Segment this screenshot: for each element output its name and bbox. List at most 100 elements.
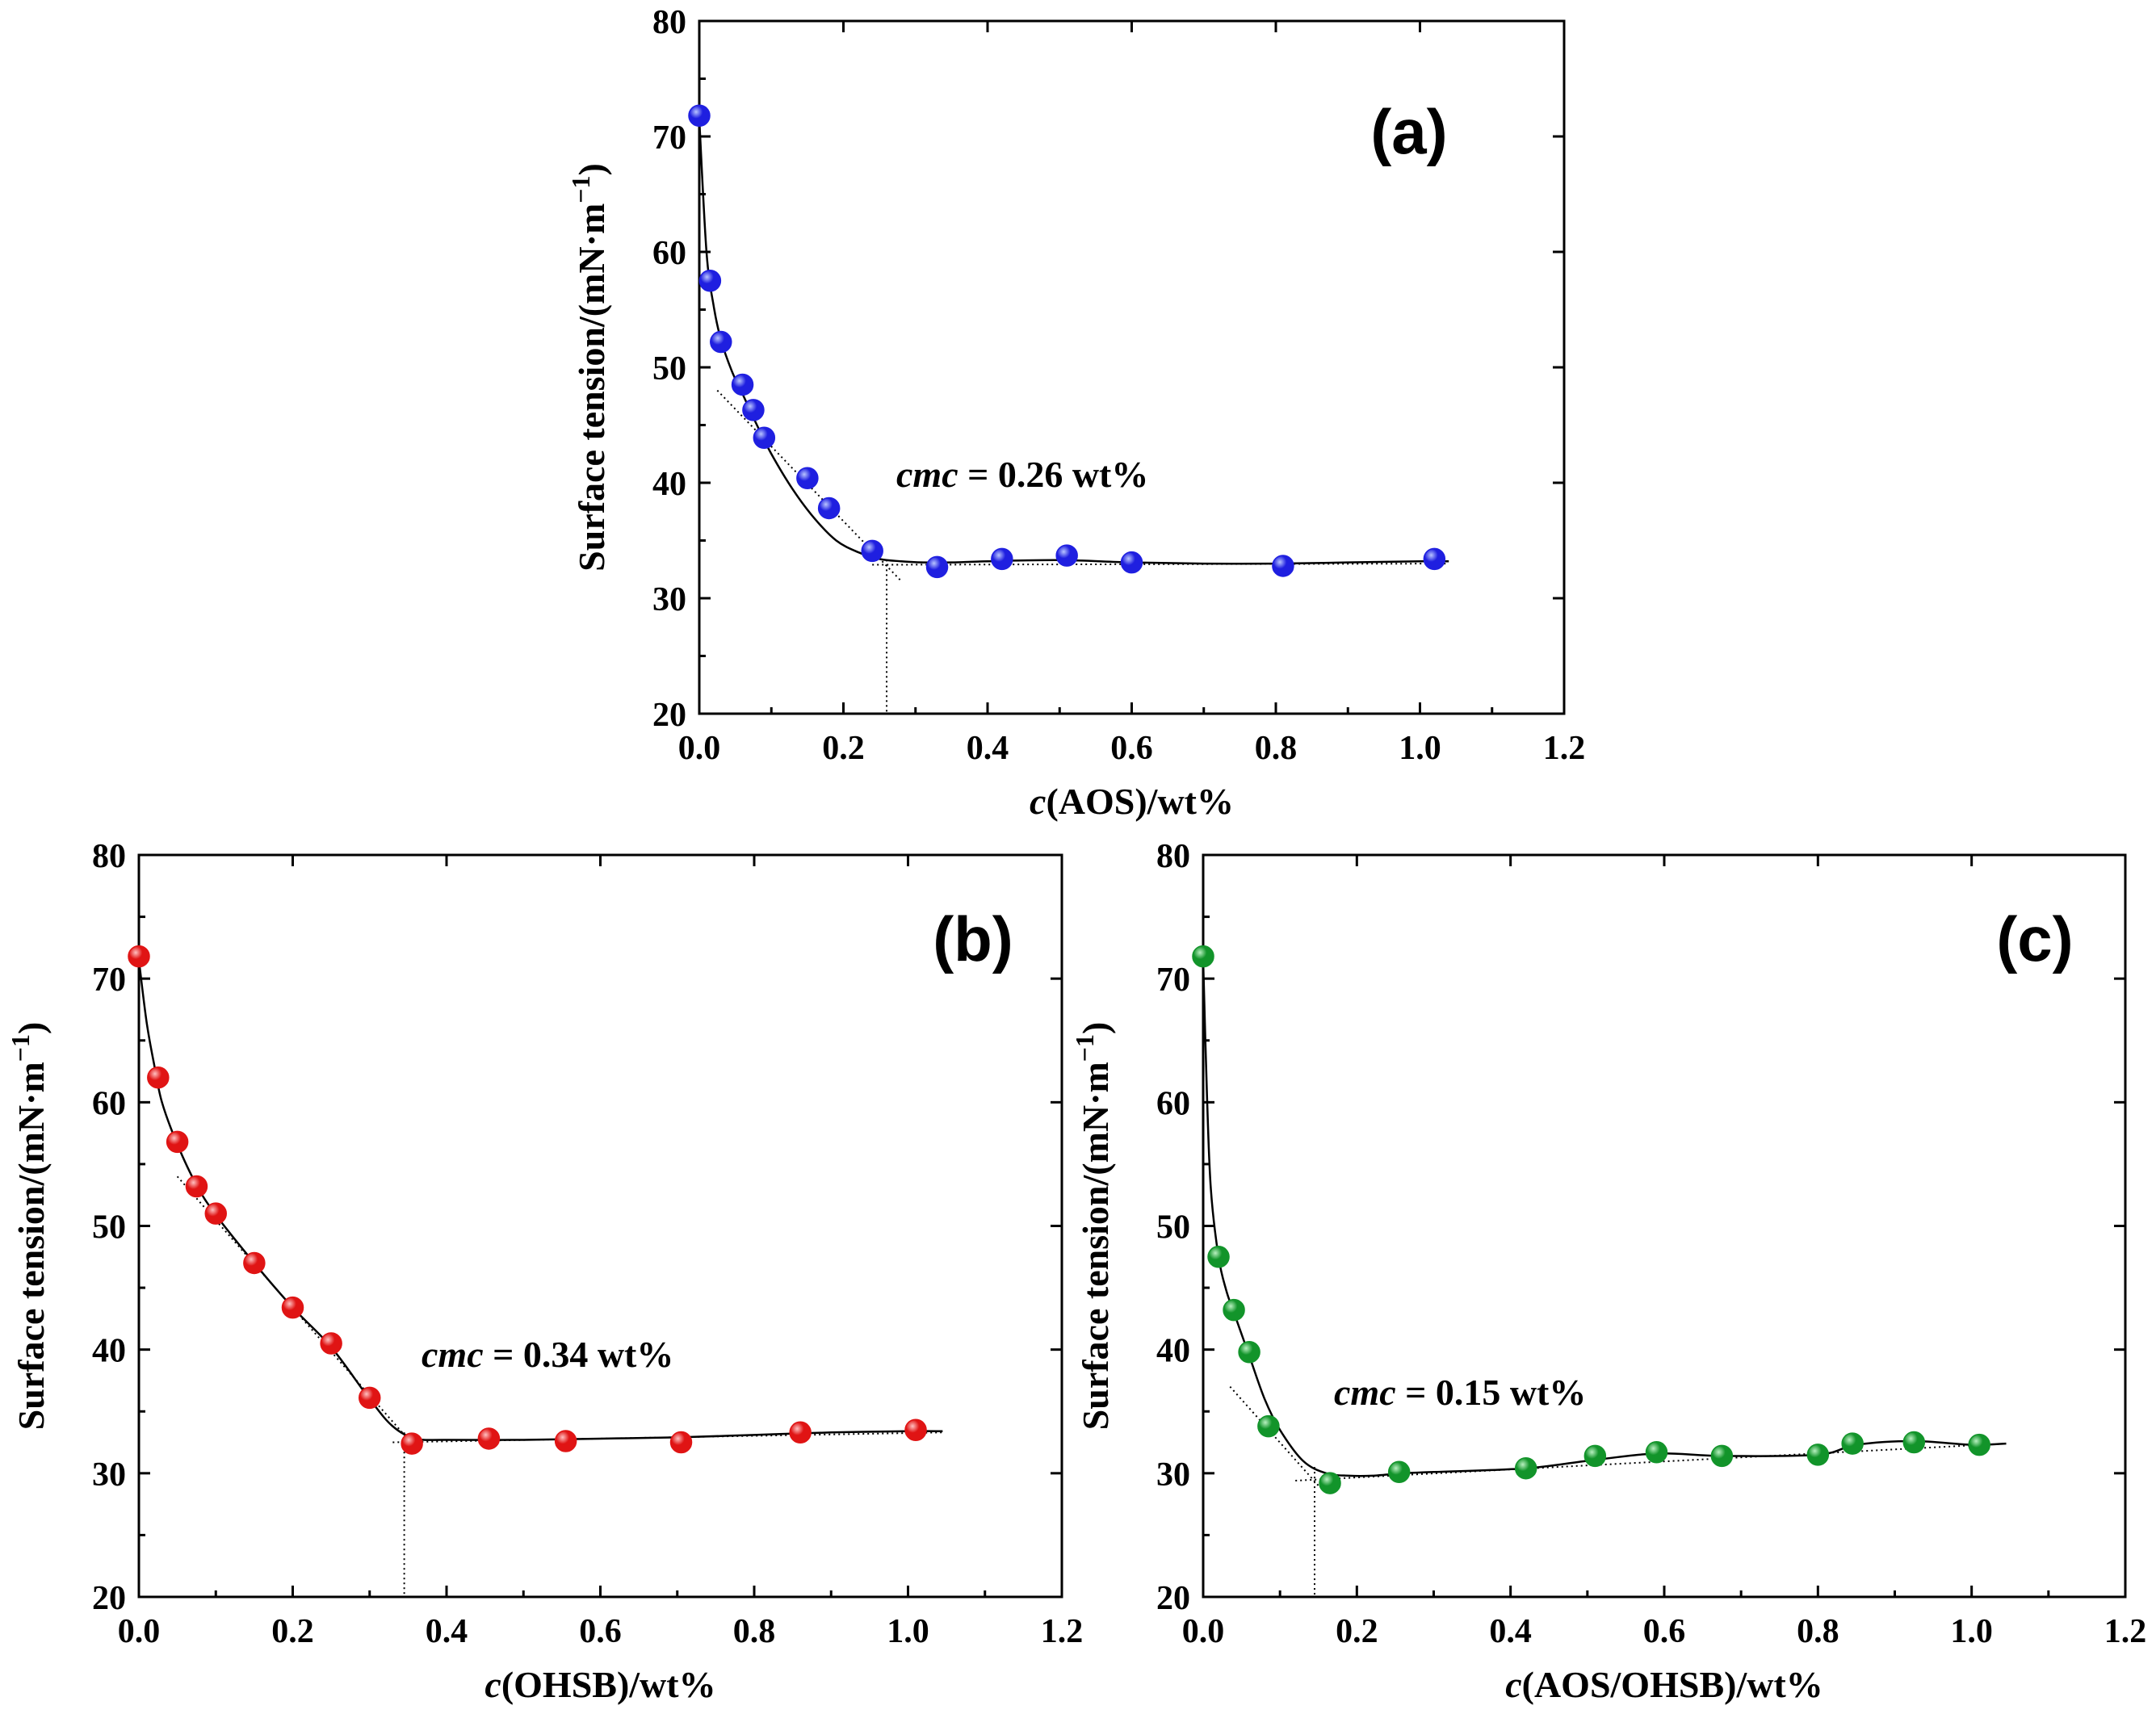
chart-c-cmc-annotation-value: = 0.15 wt%: [1396, 1372, 1587, 1413]
chart-a-y-tick-label: 20: [652, 697, 686, 734]
chart-b-x-axis-title-italic: c: [484, 1664, 501, 1705]
chart-a-data-point: [796, 467, 819, 490]
chart-c-y-tick-label: 30: [1156, 1456, 1190, 1494]
chart-b-data-point: [147, 1066, 170, 1089]
chart-b-y-tick-label: 20: [92, 1580, 126, 1617]
chart-a-y-tick-label: 30: [652, 581, 686, 618]
chart-c-x-tick-label: 1.0: [1950, 1613, 1993, 1650]
chart-b-y-axis-title-sup: −1: [6, 1034, 35, 1062]
chart-b-x-tick-label: 0.8: [733, 1613, 776, 1650]
chart-c-y-tick-label: 50: [1156, 1209, 1190, 1247]
chart-b-data-point: [281, 1296, 304, 1319]
chart-b-data-point: [669, 1431, 693, 1454]
chart-b-data-point: [477, 1427, 501, 1450]
chart-b-data-point: [204, 1202, 227, 1225]
chart-c-data-point: [1223, 1298, 1245, 1322]
chart-a-x-tick-label: 1.2: [1543, 730, 1586, 767]
chart-c-fit-curve: [1202, 960, 2007, 1477]
chart-a-data-point: [817, 497, 841, 520]
chart-c-data-point: [1192, 945, 1214, 968]
chart-c-data-point: [1841, 1432, 1864, 1455]
chart-c-data-point: [1387, 1460, 1411, 1484]
chart-b-x-tick-label: 0.2: [271, 1613, 314, 1650]
chart-b-y-axis-title-close: ): [10, 1022, 52, 1034]
chart-c-data-point: [1902, 1431, 1926, 1454]
chart-a-x-tick-label: 1.0: [1399, 730, 1441, 767]
chart-b-y-tick-label: 50: [92, 1209, 126, 1247]
chart-a-y-tick-label: 40: [652, 466, 686, 503]
chart-b-data-point: [320, 1332, 342, 1355]
chart-b-x-tick-label: 1.0: [887, 1613, 929, 1650]
chart-c-data-point: [1710, 1444, 1734, 1468]
chart-b-panel-label: (b): [933, 903, 1013, 974]
chart-a-cmc-annotation: cmc = 0.26 wt%: [896, 454, 1148, 495]
chart-c-x-tick-label: 0.4: [1489, 1613, 1532, 1650]
chart-b-y-axis-title-main: Surface tension/(mN·m: [10, 1062, 52, 1430]
chart-a-panel-label: (a): [1370, 96, 1447, 167]
chart-b-data-point: [904, 1418, 927, 1441]
chart-a-data-point: [925, 555, 949, 579]
chart-b-data-point: [243, 1251, 266, 1275]
chart-b-x-tick-label: 0.0: [118, 1613, 161, 1650]
chart-a-x-tick-label: 0.8: [1255, 730, 1298, 767]
chart-c-data-point: [1238, 1340, 1260, 1364]
chart-a-data-point: [688, 104, 711, 128]
chart-b-data-point: [554, 1430, 577, 1452]
chart-a-x-tick-label: 0.0: [678, 730, 721, 767]
chart-c-y-tick-label: 80: [1156, 838, 1190, 875]
chart-c-x-axis-title: c(AOS/OHSB)/wt%: [1505, 1664, 1823, 1705]
chart-c-plot-frame: [1202, 853, 2127, 1599]
chart-b-plot-frame: [137, 853, 1063, 1599]
chart-a-x-axis-title-rest: (AOS)/wt%: [1046, 781, 1234, 822]
chart-b-cmc-annotation-value: = 0.34 wt%: [484, 1334, 674, 1375]
chart-c-y-tick-label: 60: [1156, 1085, 1190, 1122]
chart-a-cmc-annotation-italic: cmc: [896, 454, 958, 495]
chart-b-x-axis-title-rest: (OHSB)/wt%: [501, 1664, 716, 1705]
chart-c-cmc-annotation-italic: cmc: [1334, 1372, 1396, 1413]
chart-a-y-axis-title: Surface tension/(mN·m−1): [566, 163, 612, 572]
chart-a-y-axis-title-sup: −1: [566, 175, 595, 203]
chart-c-y-tick-label: 40: [1156, 1333, 1190, 1370]
chart-b-data-point: [185, 1175, 208, 1198]
chart-b-data-point: [128, 945, 150, 968]
chart-c-data-point: [1207, 1246, 1230, 1268]
chart-c: 20 30 40 50 60 70 80 0.0 0.2 0.4 0.6 0.8 1.0 1.2 c(AOS…: [1070, 838, 2146, 1705]
chart-a-y-tick-label: 50: [652, 350, 686, 388]
chart-b-y-tick-label: 60: [92, 1085, 126, 1122]
chart-c-y-tick-label: 20: [1156, 1580, 1190, 1617]
chart-c-y-axis-title-main: Surface tension/(mN·m: [1075, 1062, 1116, 1430]
chart-b-y-axis-title: Surface tension/(mN·m−1): [6, 1022, 52, 1431]
chart-c-data-point: [1514, 1456, 1537, 1480]
chart-c-data-point: [1968, 1433, 1990, 1456]
chart-c-data-point: [1806, 1444, 1830, 1466]
chart-a-data-point: [861, 539, 883, 563]
chart-b-cmc-annotation: cmc = 0.34 wt%: [422, 1334, 673, 1375]
chart-b-data-point: [401, 1432, 423, 1455]
chart-c-data-point: [1583, 1444, 1607, 1468]
chart-a: 20 30 40 50 60 70 80 0.0 0.2 0.4 0.6 0.8 1.0 1.2 c(AOS…: [566, 4, 1585, 822]
chart-c-tangent-line: [1229, 1385, 1319, 1486]
chart-c-y-axis-title-sup: −1: [1070, 1034, 1099, 1062]
chart-c-data-point: [1257, 1414, 1280, 1438]
chart-b-cmc-annotation-italic: cmc: [422, 1334, 484, 1375]
chart-b-data-point: [359, 1386, 381, 1410]
chart-a-data-point: [753, 426, 776, 449]
chart-c-x-axis-title-rest: (AOS/OHSB)/wt%: [1522, 1664, 1823, 1705]
chart-b-x-axis-title: c(OHSB)/wt%: [484, 1664, 715, 1705]
chart-a-data-point: [1055, 544, 1078, 567]
chart-a-y-tick-label: 70: [652, 119, 686, 157]
chart-b-x-tick-label: 0.6: [579, 1613, 622, 1650]
chart-a-data-point: [1423, 547, 1446, 571]
chart-c-panel-label: (c): [1996, 903, 2073, 974]
chart-a-x-tick-label: 0.6: [1110, 730, 1153, 767]
chart-c-data-point: [1319, 1472, 1341, 1494]
chart-c-x-tick-label: 0.2: [1336, 1613, 1378, 1650]
chart-c-y-tick-label: 70: [1156, 962, 1190, 999]
chart-a-x-axis-title-italic: c: [1030, 781, 1046, 822]
chart-c-y-axis-title: Surface tension/(mN·m−1): [1070, 1022, 1116, 1431]
chart-c-x-tick-label: 1.2: [2104, 1613, 2147, 1650]
chart-b-data-point: [789, 1421, 812, 1444]
chart-b-x-tick-label: 0.4: [426, 1613, 468, 1650]
chart-a-fit-curve: [698, 119, 1449, 565]
